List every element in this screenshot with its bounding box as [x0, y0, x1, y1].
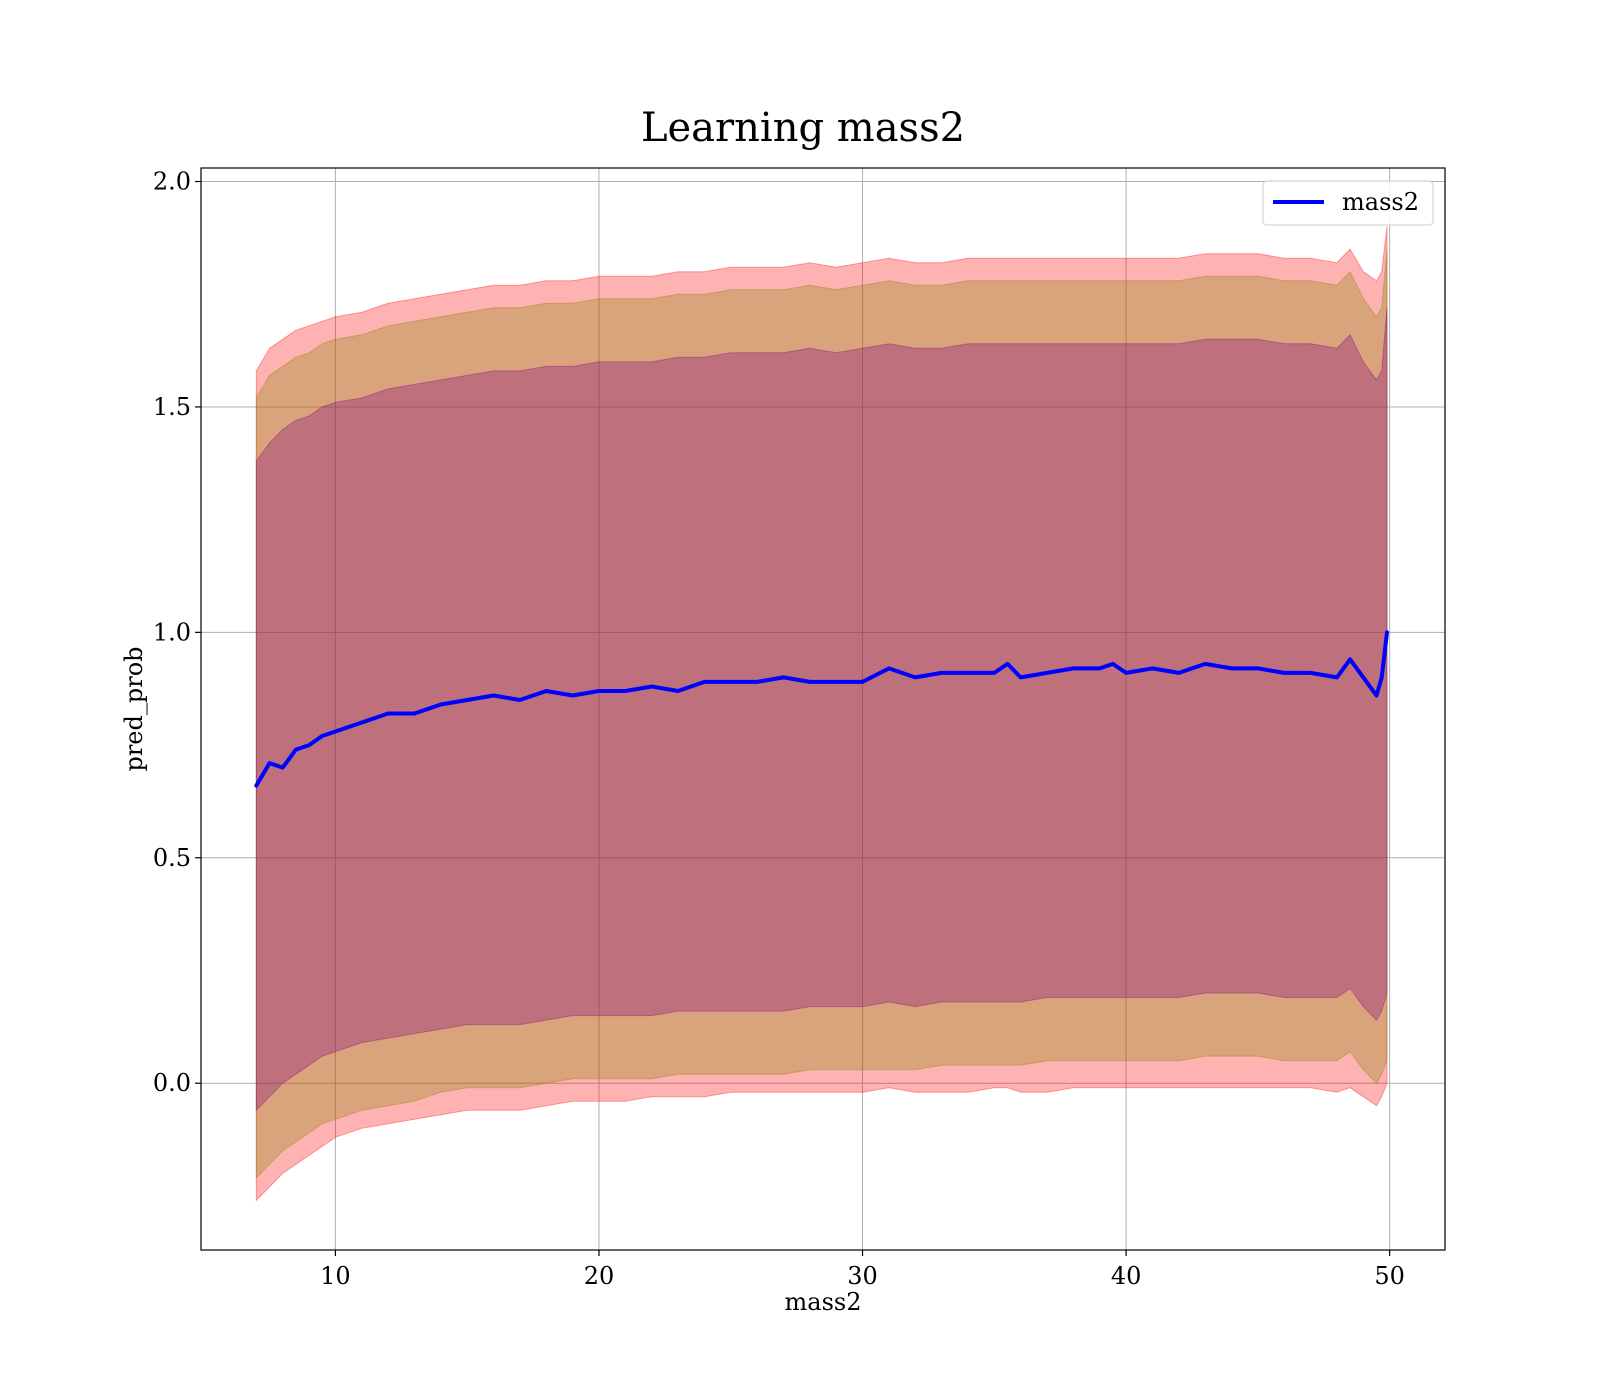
chart-title: Learning mass2 [641, 105, 965, 151]
y-tick-label: 0.0 [153, 1069, 191, 1097]
x-tick-label: 10 [320, 1262, 351, 1290]
x-tick-label: 20 [584, 1262, 615, 1290]
y-tick-label: 0.5 [153, 844, 191, 872]
y-tick-label: 2.0 [153, 168, 191, 196]
x-axis-label: mass2 [785, 1288, 862, 1316]
plot-frame [200, 167, 1446, 1251]
confidence-band-1 [255, 226, 1388, 1202]
legend: mass2 [1262, 180, 1434, 226]
x-axis-ticks: 10 20 30 40 50 [320, 1250, 1405, 1290]
y-axis-label: pred_prob [120, 646, 148, 771]
series-lines [254, 630, 1389, 788]
grid [201, 168, 1445, 1250]
confidence-band-3 [255, 307, 1388, 1112]
confidence-band-2 [255, 249, 1388, 1180]
legend-label-mass2: mass2 [1342, 188, 1419, 216]
y-tick-label: 1.0 [153, 618, 191, 646]
series-line-mass2 [254, 630, 1389, 788]
confidence-bands [255, 226, 1388, 1202]
x-tick-label: 30 [847, 1262, 878, 1290]
y-tick-label: 1.5 [153, 393, 191, 421]
x-tick-label: 40 [1111, 1262, 1142, 1290]
x-tick-label: 50 [1374, 1262, 1405, 1290]
y-axis-ticks: 0.0 0.5 1.0 1.5 2.0 [153, 168, 201, 1097]
legend-box [1262, 180, 1434, 226]
